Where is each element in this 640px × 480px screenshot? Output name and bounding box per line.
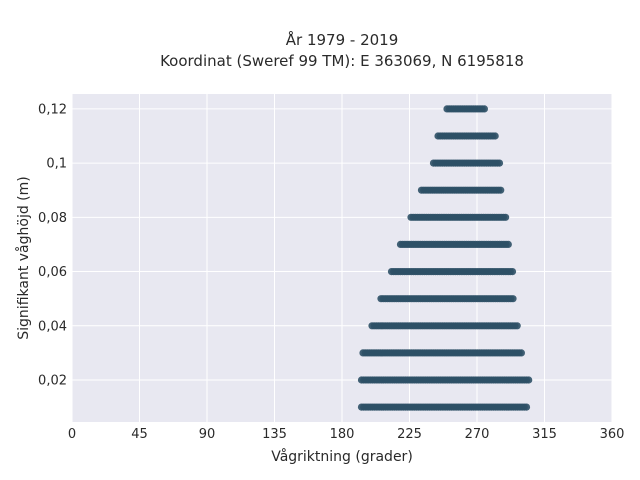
data-point [525, 376, 533, 384]
chart-title-line1: År 1979 - 2019 [286, 30, 399, 49]
x-tick-label: 45 [131, 427, 148, 442]
chart-title-line2: Koordinat (Sweref 99 TM): E 363069, N 61… [160, 52, 524, 70]
point-band [357, 376, 533, 384]
x-tick-label: 90 [199, 427, 216, 442]
data-point [508, 268, 517, 276]
data-point [491, 132, 499, 140]
point-band [387, 268, 517, 276]
data-point [502, 213, 510, 221]
data-point [480, 105, 488, 113]
x-tick-label: 180 [330, 427, 355, 442]
x-axis-ticks: 0 45 90 135 180 225 270 315 360 [68, 427, 625, 442]
point-band [434, 132, 499, 140]
y-tick-label: 0,08 [38, 211, 67, 226]
y-axis-ticks: 0,02 0,04 0,06 0,08 0,1 0,12 [38, 102, 67, 388]
x-tick-label: 315 [532, 427, 557, 442]
y-tick-label: 0,12 [38, 102, 67, 117]
x-axis-label: Vågriktning (grader) [271, 448, 413, 465]
y-axis-label: Signifikant våghöjd (m) [15, 176, 32, 339]
data-point [513, 322, 521, 330]
x-tick-label: 135 [262, 427, 287, 442]
x-tick-label: 225 [397, 427, 422, 442]
x-tick-label: 270 [465, 427, 490, 442]
point-band [407, 213, 510, 221]
data-point [504, 240, 512, 248]
point-band [377, 295, 517, 303]
scatter-points [357, 105, 533, 411]
data-point [522, 403, 531, 411]
y-tick-label: 0,1 [46, 157, 67, 172]
data-point [517, 349, 526, 357]
point-band [443, 105, 488, 113]
y-tick-label: 0,02 [38, 373, 67, 388]
y-tick-label: 0,06 [38, 265, 67, 280]
point-band [359, 349, 526, 357]
x-tick-label: 360 [600, 427, 625, 442]
point-band [429, 159, 504, 167]
point-band [368, 322, 521, 330]
data-point [495, 159, 504, 167]
x-tick-label: 0 [68, 427, 76, 442]
y-tick-label: 0,04 [38, 319, 67, 334]
point-band [396, 240, 512, 248]
data-point [497, 186, 505, 194]
point-band [357, 403, 531, 411]
point-band [417, 186, 505, 194]
data-point [509, 295, 517, 303]
